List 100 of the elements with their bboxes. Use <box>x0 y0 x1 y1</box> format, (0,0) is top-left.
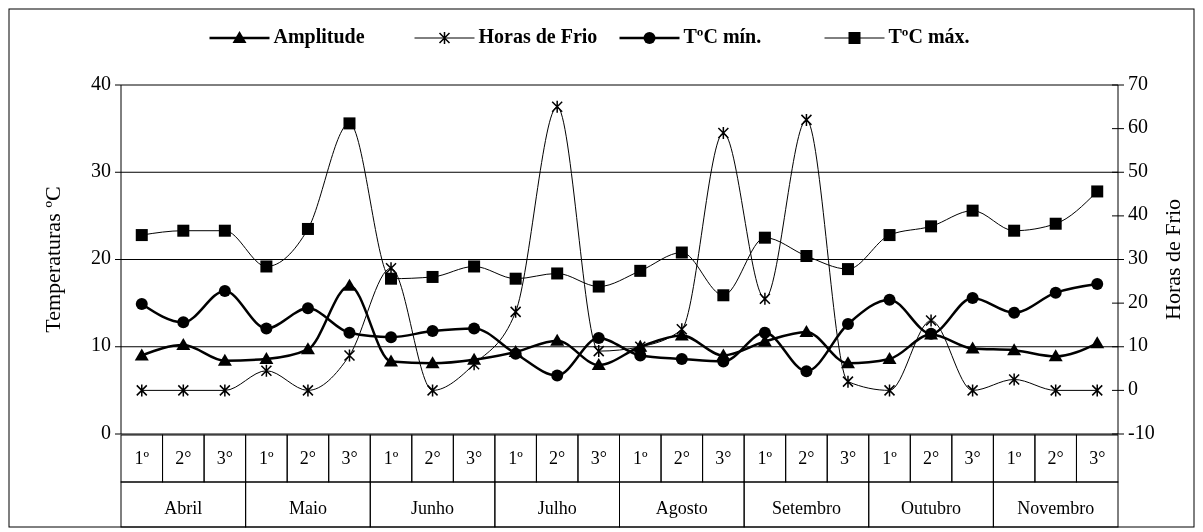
point <box>1091 383 1103 398</box>
x-tick-label: 1º <box>1006 448 1022 469</box>
x-tick-label: 2° <box>299 448 317 469</box>
point <box>842 374 854 389</box>
y-tick-label: 0 <box>101 420 111 443</box>
point <box>883 293 896 306</box>
point <box>219 383 231 398</box>
point <box>177 224 190 237</box>
point <box>551 369 564 382</box>
point <box>177 383 190 398</box>
point <box>675 352 688 365</box>
point <box>1008 224 1021 237</box>
point <box>468 357 480 371</box>
text: Setembro <box>771 498 841 519</box>
point <box>592 280 605 293</box>
point <box>925 220 938 233</box>
point <box>591 358 606 371</box>
point <box>799 324 814 337</box>
x-tick-label: 3° <box>466 448 483 469</box>
point <box>883 229 896 242</box>
point <box>426 270 439 283</box>
y-tick-label: 10 <box>91 333 111 356</box>
point <box>759 292 771 306</box>
y2-tick-label: 70 <box>1128 71 1148 94</box>
point <box>135 229 148 242</box>
y2-tick-label: -10 <box>1128 420 1155 443</box>
point <box>758 231 771 244</box>
x-tick-label: 1º <box>383 448 399 469</box>
y2-tick-label: 0 <box>1128 376 1138 399</box>
point <box>965 341 980 354</box>
y-tick-label: 30 <box>91 158 111 181</box>
x-tick-label: 2° <box>922 448 940 469</box>
point <box>509 272 522 285</box>
point <box>717 126 730 140</box>
point <box>1091 185 1104 198</box>
point <box>966 383 979 398</box>
x-tick-label: 3° <box>715 448 732 469</box>
legend-label: Horas de Frio <box>478 24 598 47</box>
text: Outubro <box>901 498 962 519</box>
y2-tick-label: 40 <box>1128 202 1148 225</box>
point <box>1007 343 1022 356</box>
x-tick-label: 1º <box>632 448 648 469</box>
point <box>135 298 148 310</box>
y-tick-label: 20 <box>91 246 111 269</box>
point <box>1091 277 1104 290</box>
y2-tick-label: 10 <box>1128 333 1148 356</box>
point <box>468 260 481 273</box>
point <box>343 117 356 130</box>
x-tick-label: 2° <box>175 448 192 469</box>
point <box>717 289 730 302</box>
point <box>592 332 605 345</box>
text: Novembro <box>1017 498 1095 519</box>
point <box>259 351 274 364</box>
point <box>509 305 522 319</box>
point <box>342 278 357 291</box>
x-tick-label: 2° <box>424 448 441 469</box>
point <box>634 264 647 277</box>
y-axis-title: Temperaturas ºC <box>40 186 65 333</box>
point <box>1049 383 1062 398</box>
y2-tick-label: 60 <box>1128 115 1148 138</box>
point <box>260 322 273 335</box>
x-tick-label: 2° <box>1047 448 1064 469</box>
text: Abril <box>164 498 203 519</box>
point <box>385 331 398 344</box>
y2-axis-title: Horas de Frio <box>1160 199 1185 320</box>
point <box>966 291 979 304</box>
point <box>468 322 481 335</box>
point <box>1049 286 1062 299</box>
x-tick-label: 3° <box>216 448 233 469</box>
point <box>343 326 356 339</box>
x-tick-label: 1º <box>134 448 150 469</box>
y-tick-label: 40 <box>91 71 111 94</box>
point <box>177 316 190 329</box>
point <box>841 318 854 331</box>
point <box>676 322 688 337</box>
x-tick-label: 3° <box>590 448 607 469</box>
point <box>550 333 565 346</box>
y2-tick-label: 20 <box>1128 289 1148 312</box>
x-tick-label: 1º <box>508 448 524 469</box>
x-tick-label: 2° <box>549 448 566 469</box>
point <box>1048 349 1063 362</box>
point <box>384 354 399 367</box>
point <box>426 325 439 338</box>
point <box>841 263 854 276</box>
point <box>301 222 314 235</box>
point <box>1049 217 1062 230</box>
point <box>1008 306 1021 319</box>
x-tick-label: 3° <box>1089 448 1106 469</box>
point <box>218 284 231 297</box>
legend-label: TºC mín. <box>683 24 762 47</box>
point <box>260 363 273 378</box>
point <box>800 250 813 263</box>
x-tick-label: 1º <box>259 448 275 469</box>
point <box>758 326 771 339</box>
x-tick-label: 3° <box>964 448 981 469</box>
point <box>302 383 314 398</box>
point <box>218 224 231 237</box>
text: Julho <box>537 498 577 519</box>
point <box>925 313 937 328</box>
point <box>883 383 896 398</box>
